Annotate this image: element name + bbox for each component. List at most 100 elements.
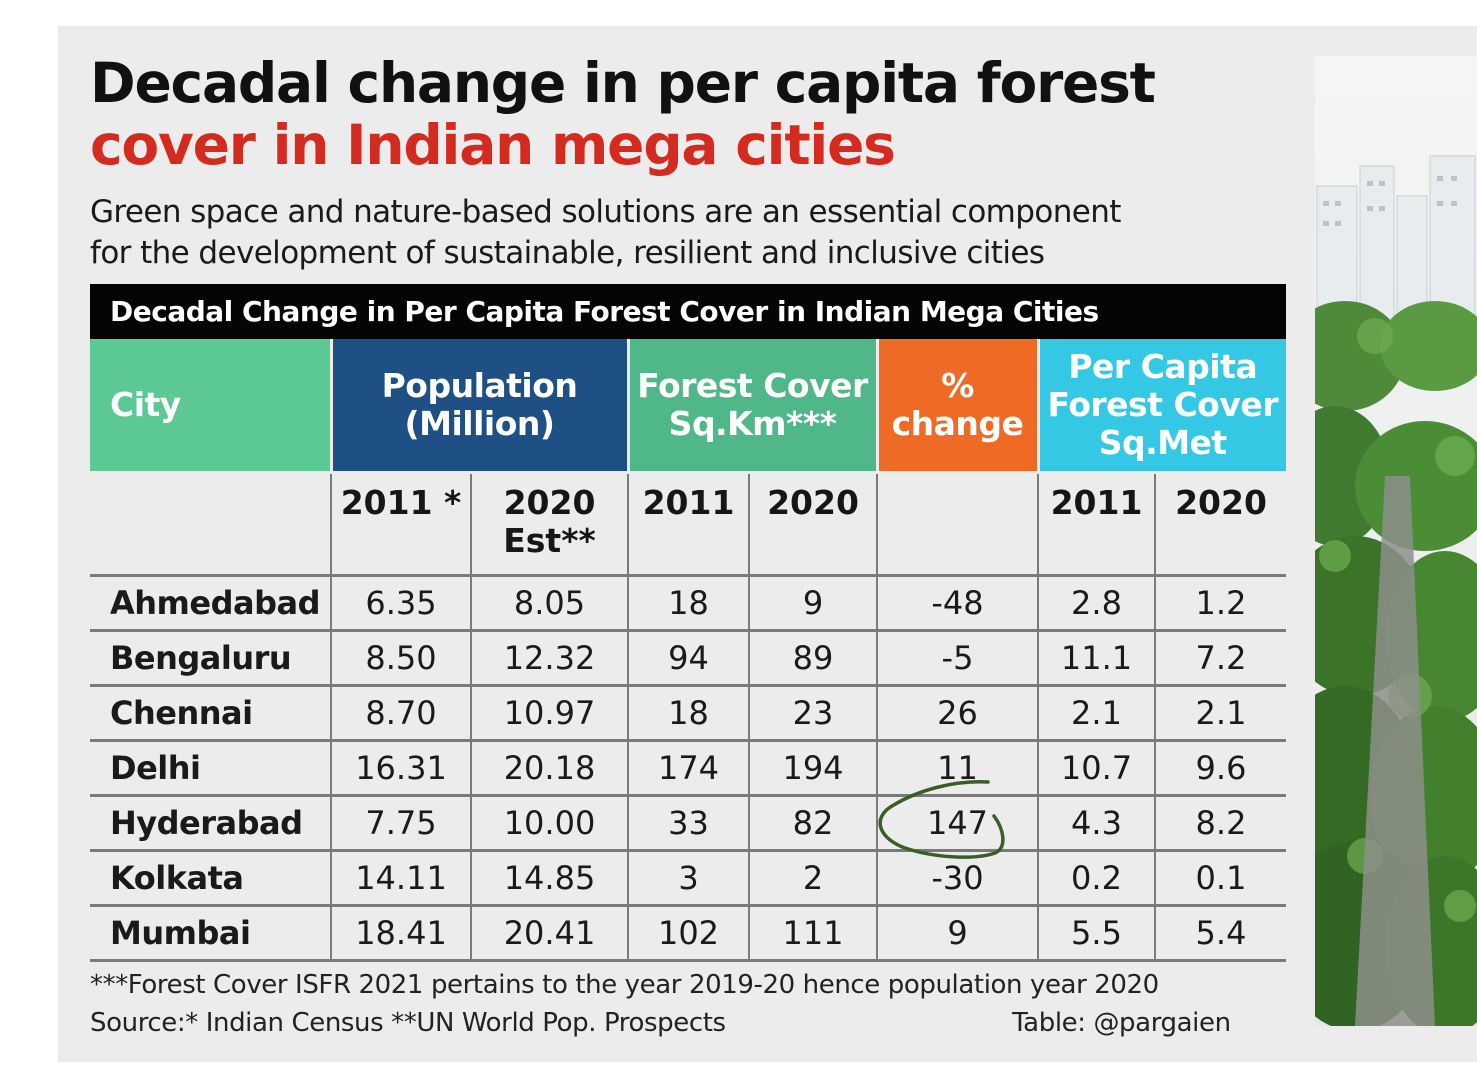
percap-2011-cell: 2.1 — [1038, 684, 1156, 741]
forest-2020-cell: 9 — [749, 574, 878, 631]
percent-change-cell: 26 — [877, 684, 1039, 741]
percap-2011-cell: 10.7 — [1038, 739, 1156, 796]
percent-change-cell: -5 — [877, 629, 1039, 686]
forest-cover-header: Forest Cover Sq.Km*** — [628, 339, 879, 473]
city-cell: Delhi — [90, 739, 332, 796]
headline-line-2: cover in Indian mega cities — [90, 113, 896, 177]
percap-2020-cell: 5.4 — [1155, 904, 1286, 962]
percent-change-cell: 9 — [877, 904, 1039, 962]
pop-2020-cell: 20.41 — [471, 904, 629, 962]
city-cell: Kolkata — [90, 849, 332, 906]
pop-2020-cell: 8.05 — [471, 574, 629, 631]
year-header-blank — [90, 471, 332, 576]
table-credit: Table: @pargaien — [1012, 1008, 1231, 1038]
percent-change-cell: -30 — [877, 849, 1039, 906]
headline-line-1: Decadal change in per capita forest — [90, 51, 1156, 115]
percap-2020-cell: 8.2 — [1155, 794, 1286, 851]
subtitle-line-2: for the development of sustainable, resi… — [90, 235, 1045, 271]
forest-2020-cell: 23 — [749, 684, 878, 741]
change-header-line-1: % — [941, 366, 974, 405]
year-header-row: 2011 * 2020 Est** 2011 2020 2011 2020 — [90, 471, 1286, 576]
photo-illustration — [1315, 56, 1477, 1026]
percap-header-line-2: Forest Cover — [1047, 385, 1279, 424]
forest-2011-cell: 33 — [628, 794, 750, 851]
percent-change-cell: -48 — [877, 574, 1039, 631]
pop-2020-cell: 14.85 — [471, 849, 629, 906]
per-capita-header: Per Capita Forest Cover Sq.Met — [1038, 339, 1286, 473]
change-header-line-2: change — [891, 404, 1024, 443]
table-row: Ahmedabad 6.35 8.05 18 9 -48 2.8 1.2 — [90, 574, 1286, 631]
pop-2020-line-2: Est** — [503, 521, 596, 560]
percap-2020-cell: 2.1 — [1155, 684, 1286, 741]
pop-2020-cell: 10.97 — [471, 684, 629, 741]
forest-2011-cell: 18 — [628, 684, 750, 741]
source-note: Source:* Indian Census **UN World Pop. P… — [90, 1008, 726, 1038]
table-title-bar: Decadal Change in Per Capita Forest Cove… — [90, 284, 1286, 339]
subtitle: Green space and nature-based solutions a… — [90, 192, 1121, 274]
table-row: Chennai 8.70 10.97 18 23 26 2.1 2.1 — [90, 684, 1286, 741]
forest-header-line-2: Sq.Km*** — [668, 404, 837, 443]
percap-2020-cell: 7.2 — [1155, 629, 1286, 686]
pop-2020-header: 2020 Est** — [471, 471, 629, 576]
percent-change-header: % change — [877, 339, 1040, 473]
pop-2011-cell: 14.11 — [331, 849, 472, 906]
forest-cover-table: City Population (Million) Forest Cover S… — [90, 339, 1286, 962]
percent-change-cell: 11 — [877, 739, 1039, 796]
forest-2020-cell: 89 — [749, 629, 878, 686]
table-row: Kolkata 14.11 14.85 3 2 -30 0.2 0.1 — [90, 849, 1286, 906]
group-header-row: City Population (Million) Forest Cover S… — [90, 339, 1286, 473]
percap-2020-cell: 1.2 — [1155, 574, 1286, 631]
table-row: Hyderabad 7.75 10.00 33 82 147 4.3 8.2 — [90, 794, 1286, 851]
city-header: City — [90, 339, 333, 473]
forest-2011-header: 2011 — [628, 471, 750, 576]
percap-2020-cell: 0.1 — [1155, 849, 1286, 906]
city-cell: Bengaluru — [90, 629, 332, 686]
pop-2011-cell: 6.35 — [331, 574, 472, 631]
percap-2011-cell: 0.2 — [1038, 849, 1156, 906]
percap-2020-header: 2020 — [1155, 471, 1286, 576]
pop-2011-cell: 16.31 — [331, 739, 472, 796]
population-header: Population (Million) — [331, 339, 630, 473]
pop-2011-cell: 18.41 — [331, 904, 472, 962]
city-cell: Hyderabad — [90, 794, 332, 851]
percap-2011-cell: 5.5 — [1038, 904, 1156, 962]
percap-header-line-1: Per Capita — [1068, 347, 1258, 386]
pop-2011-cell: 8.70 — [331, 684, 472, 741]
footnote: ***Forest Cover ISFR 2021 pertains to th… — [90, 970, 1159, 1000]
pop-2011-header: 2011 * — [331, 471, 472, 576]
forest-2011-cell: 174 — [628, 739, 750, 796]
forest-header-line-1: Forest Cover — [637, 366, 868, 405]
percap-header-line-3: Sq.Met — [1098, 423, 1227, 462]
headline: Decadal change in per capita forest cove… — [90, 51, 1156, 177]
percap-2011-cell: 11.1 — [1038, 629, 1156, 686]
city-cell: Mumbai — [90, 904, 332, 962]
percent-change-cell-highlighted: 147 — [877, 794, 1039, 851]
change-year-blank — [877, 471, 1039, 576]
pop-2020-cell: 12.32 — [471, 629, 629, 686]
pop-2011-cell: 8.50 — [331, 629, 472, 686]
forest-2011-cell: 102 — [628, 904, 750, 962]
percap-2011-cell: 4.3 — [1038, 794, 1156, 851]
table-row: Bengaluru 8.50 12.32 94 89 -5 11.1 7.2 — [90, 629, 1286, 686]
population-header-line-1: Population — [381, 366, 578, 405]
pop-2020-cell: 20.18 — [471, 739, 629, 796]
pop-2011-cell: 7.75 — [331, 794, 472, 851]
city-cell: Chennai — [90, 684, 332, 741]
forest-2020-cell: 111 — [749, 904, 878, 962]
forest-2011-cell: 94 — [628, 629, 750, 686]
subtitle-line-1: Green space and nature-based solutions a… — [90, 194, 1121, 230]
forest-2011-cell: 3 — [628, 849, 750, 906]
forest-2011-cell: 18 — [628, 574, 750, 631]
forest-2020-cell: 82 — [749, 794, 878, 851]
pop-2020-line-1: 2020 — [503, 483, 596, 522]
forest-2020-cell: 2 — [749, 849, 878, 906]
pop-2020-cell: 10.00 — [471, 794, 629, 851]
forest-2020-header: 2020 — [749, 471, 878, 576]
population-header-line-2: (Million) — [404, 404, 555, 443]
table-row: Mumbai 18.41 20.41 102 111 9 5.5 5.4 — [90, 904, 1286, 962]
city-trees-photo — [1315, 56, 1477, 1026]
city-cell: Ahmedabad — [90, 574, 332, 631]
forest-2020-cell: 194 — [749, 739, 878, 796]
percap-2011-cell: 2.8 — [1038, 574, 1156, 631]
percap-2020-cell: 9.6 — [1155, 739, 1286, 796]
